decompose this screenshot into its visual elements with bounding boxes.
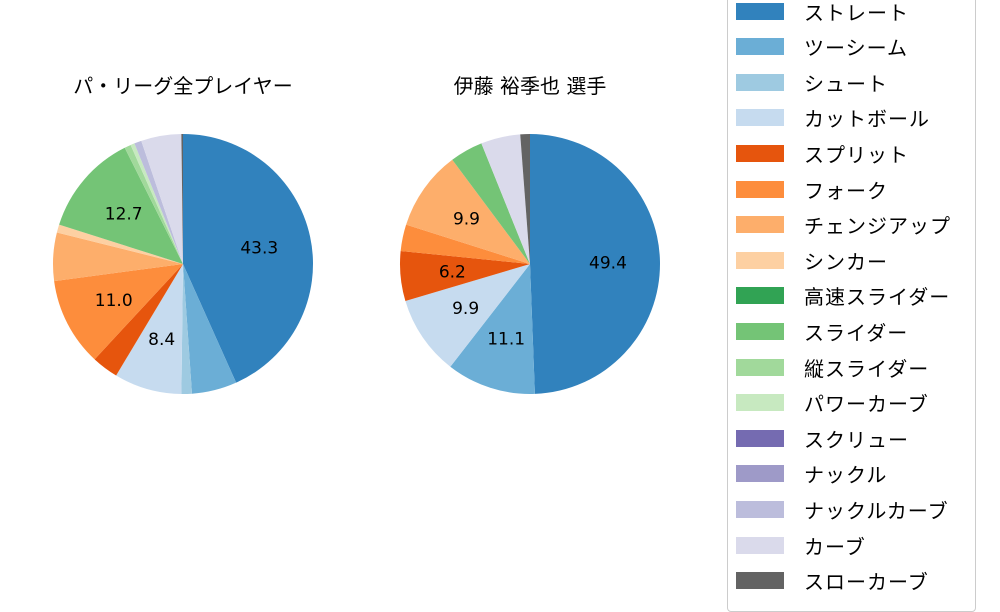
legend-swatch xyxy=(736,180,784,198)
slice-value-label: 11.0 xyxy=(95,291,133,311)
legend-swatch xyxy=(736,144,784,162)
legend-label: ナックル xyxy=(804,463,888,488)
pie-slice xyxy=(530,134,660,394)
pie-slice xyxy=(481,134,530,264)
legend-swatch xyxy=(736,73,784,91)
legend-label: スクリュー xyxy=(804,427,909,452)
legend-item: パワーカーブ xyxy=(736,391,929,417)
legend-label: チェンジアップ xyxy=(804,214,951,239)
slice-value-label: 9.9 xyxy=(452,299,479,319)
legend-item: シュート xyxy=(736,70,888,96)
pie-slice xyxy=(59,147,183,264)
pie-slice xyxy=(181,134,183,264)
legend-item: ナックルカーブ xyxy=(736,497,949,523)
legend-item: スプリット xyxy=(736,141,909,167)
pie-slice xyxy=(116,264,183,394)
legend-swatch xyxy=(736,500,784,518)
legend-item: カーブ xyxy=(736,533,866,559)
legend-swatch xyxy=(736,251,784,269)
legend: ストレートツーシームシュートカットボール スプリットフォークチェンジアップ シンカー… xyxy=(727,0,976,612)
legend-item: スローカーブ xyxy=(736,569,929,595)
legend-item: ツーシーム xyxy=(736,35,908,61)
legend-item: ナックル xyxy=(736,462,888,488)
legend-swatch xyxy=(736,216,784,234)
slice-value-label: 43.3 xyxy=(240,239,278,259)
legend-swatch xyxy=(736,287,784,305)
pie-slice xyxy=(141,134,183,264)
pie-slice xyxy=(405,264,530,367)
right-chart-title: 伊藤 裕季也 選手 xyxy=(453,74,607,98)
pie-slice xyxy=(450,264,535,394)
legend-label: スローカーブ xyxy=(804,570,929,595)
legend-item: スライダー xyxy=(736,319,909,345)
legend-label: カーブ xyxy=(804,534,866,559)
legend-label: 縦スライダー xyxy=(804,356,930,381)
legend-label: スライダー xyxy=(804,320,909,345)
legend-label: ナックルカーブ xyxy=(804,498,949,523)
pie-slice xyxy=(181,264,192,394)
legend-item: 高速スライダー xyxy=(736,284,951,310)
pie-slice xyxy=(452,143,530,264)
pie-slice xyxy=(134,140,183,264)
pie-slice xyxy=(124,145,183,264)
legend-label: パワーカーブ xyxy=(804,392,929,417)
pie-slice xyxy=(183,264,237,394)
legend-item: フォーク xyxy=(736,177,888,203)
legend-swatch xyxy=(736,572,784,590)
slice-value-label: 9.9 xyxy=(453,210,480,230)
legend-label: カットボール xyxy=(804,107,930,132)
slice-value-label: 6.2 xyxy=(439,262,466,282)
legend-swatch xyxy=(736,2,784,20)
legend-swatch xyxy=(736,536,784,554)
legend-item: スクリュー xyxy=(736,426,909,452)
legend-label: スプリット xyxy=(804,142,909,167)
legend-item: 縦スライダー xyxy=(736,355,930,381)
pie-slice xyxy=(520,134,530,264)
legend-item: ストレート xyxy=(736,0,909,25)
legend-item: チェンジアップ xyxy=(736,213,951,239)
pie-slice xyxy=(406,159,530,264)
pie-slice xyxy=(54,264,184,360)
slice-value-label: 11.1 xyxy=(487,329,525,349)
legend-label: ツーシーム xyxy=(804,36,908,61)
pie-slice xyxy=(183,134,313,383)
legend-item: シンカー xyxy=(736,248,888,274)
legend-swatch xyxy=(736,465,784,483)
legend-item: カットボール xyxy=(736,106,930,132)
legend-label: シュート xyxy=(804,71,888,96)
slice-value-label: 49.4 xyxy=(589,254,627,274)
legend-swatch xyxy=(736,109,784,127)
slice-value-label: 12.7 xyxy=(105,204,143,224)
legend-swatch xyxy=(736,322,784,340)
pie-slice xyxy=(56,224,183,264)
player-pie-chart: 49.4 11.1 9.9 6.2 9.9 xyxy=(400,134,660,394)
legend-label: ストレート xyxy=(804,0,909,25)
pie-slice xyxy=(53,232,184,282)
legend-swatch xyxy=(736,38,784,56)
left-chart-title: パ・リーグ全プレイヤー xyxy=(73,74,293,98)
pie-slice xyxy=(130,143,183,264)
slice-value-label: 8.4 xyxy=(148,330,175,350)
league-pie-chart: 43.3 8.4 11.0 12.7 xyxy=(53,134,313,394)
legend-label: シンカー xyxy=(804,249,888,274)
legend-swatch xyxy=(736,429,784,447)
pie-charts: 43.3 8.4 11.0 12.7 49.4 11.1 9.9 6.2 9.9 xyxy=(53,134,660,394)
legend-swatch xyxy=(736,394,784,412)
legend-label: フォーク xyxy=(804,178,888,203)
legend-swatch xyxy=(736,358,784,376)
pie-slice xyxy=(94,264,183,376)
pie-slice xyxy=(400,250,530,302)
pie-slice xyxy=(400,224,530,264)
legend-label: 高速スライダー xyxy=(804,285,951,310)
